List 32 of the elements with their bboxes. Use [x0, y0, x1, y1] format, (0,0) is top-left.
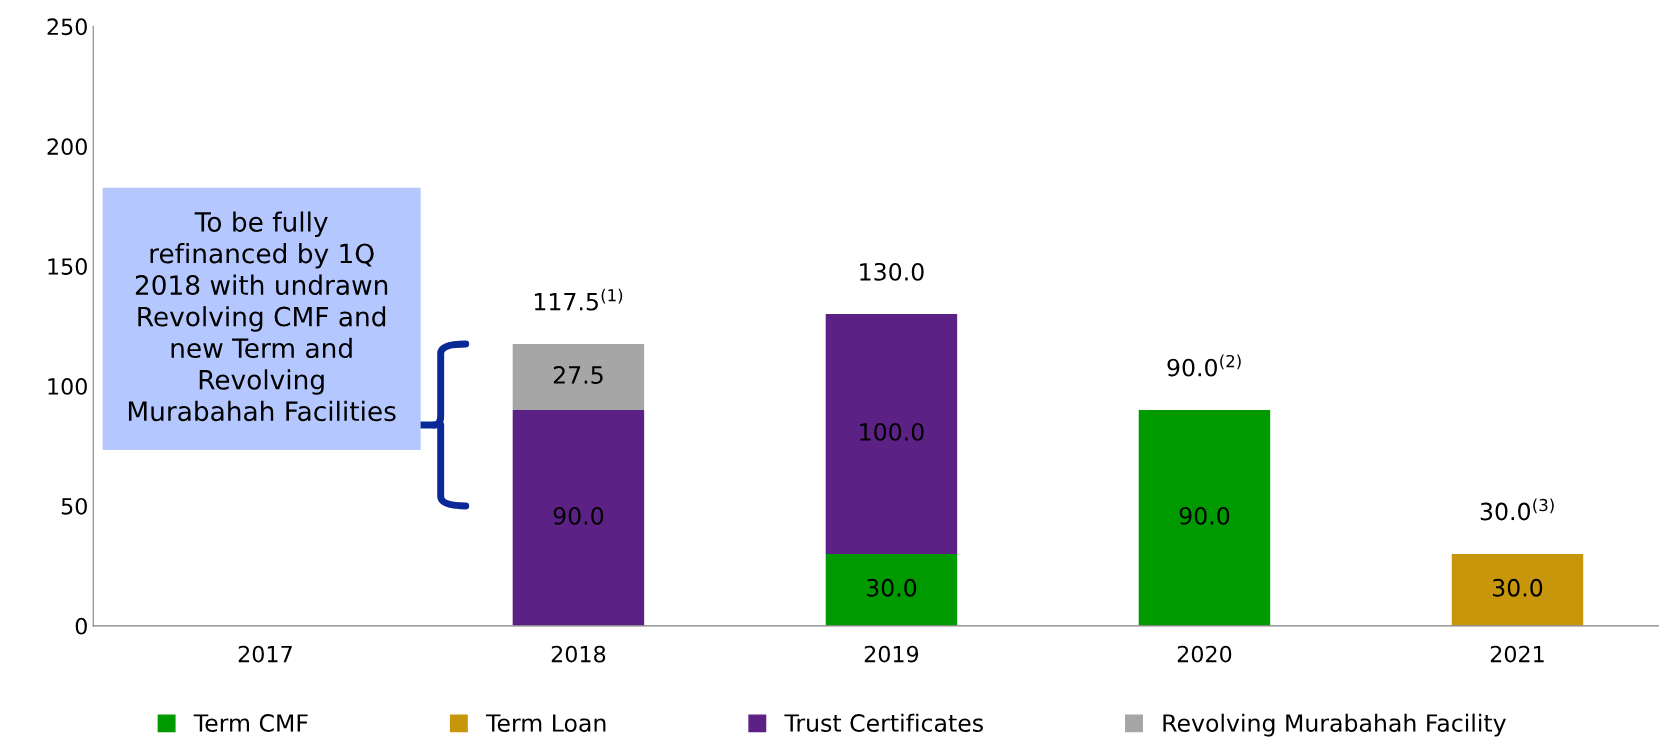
y-tick-label: 250	[47, 18, 87, 36]
x-tick-label: 2020	[1177, 645, 1232, 663]
bar	[825, 314, 958, 554]
total-label: 30.0$^{(3)}$	[1480, 498, 1554, 521]
legend-label: Term CMF	[193, 714, 308, 732]
legend-label: Revolving Murabahah Facility	[1163, 713, 1506, 737]
y-tick-label: 200	[47, 138, 87, 156]
bar	[1451, 553, 1584, 626]
data-label: 30.0	[1493, 578, 1543, 597]
x-tick-label: 2019	[864, 645, 919, 663]
total-label: 90.0$^{(2)}$	[1167, 354, 1241, 377]
data-label: 90.0	[1179, 506, 1230, 525]
x-tick-label: 2021	[1490, 645, 1544, 663]
legend-label: Trust Certificates	[784, 713, 983, 732]
y-tick-label: 100	[48, 378, 87, 395]
x-tick-label: 2017	[238, 645, 292, 663]
bar	[512, 344, 645, 411]
x-tick-label: 2018	[551, 645, 606, 663]
bar	[1138, 410, 1271, 626]
data-label: 90.0	[553, 506, 604, 525]
total-label: 117.5$^{(1)}$	[534, 288, 623, 311]
bar	[825, 553, 958, 626]
data-label: 100.0	[860, 422, 924, 441]
total-label: 130.0	[860, 262, 924, 281]
data-label: 30.0	[866, 578, 917, 597]
y-tick-label: 50	[61, 497, 87, 515]
data-label: 27.5	[553, 366, 603, 384]
annotation: To be fully refinanced by 1Q 2018 with undrawn Revolving CMF and new Term and Revolving Murabahah Facilities	[128, 211, 396, 422]
bar	[512, 410, 645, 626]
y-tick-label: 0	[75, 617, 87, 635]
legend-label: Term Loan	[485, 714, 606, 732]
y-tick-label: 150	[48, 258, 87, 275]
